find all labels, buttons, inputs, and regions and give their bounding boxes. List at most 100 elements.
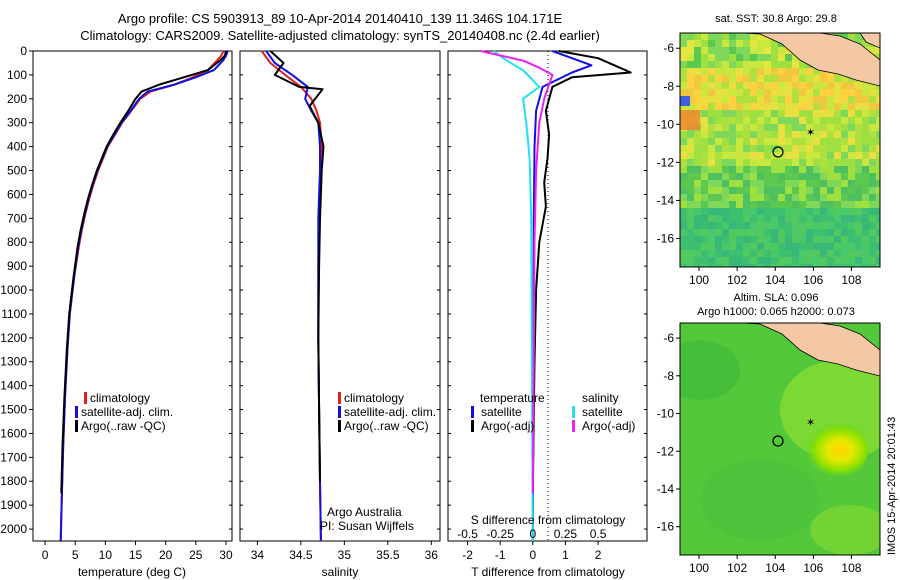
sst-heatmap-cell: [792, 152, 799, 159]
s-series-line-0: [260, 50, 323, 542]
sst-heatmap-cell: [848, 138, 855, 145]
sst-heatmap-cell: [736, 166, 743, 173]
sst-heatmap-cell: [715, 152, 722, 159]
sst-heatmap-cell: [869, 82, 876, 89]
t-xtick-label: 0: [42, 548, 49, 562]
sst-heatmap-cell: [729, 152, 736, 159]
t-xtick-label: 5: [72, 548, 79, 562]
sst-heatmap-cell: [841, 222, 848, 229]
sst-heatmap-cell: [722, 96, 729, 103]
sst-heatmap-cell: [743, 40, 750, 47]
sst-heatmap-cell: [820, 110, 827, 117]
sst-heatmap-cell: [743, 82, 750, 89]
sst-heatmap-cell: [694, 194, 701, 201]
sst-heatmap-cell: [701, 124, 708, 131]
sst-heatmap-cell: [834, 257, 841, 264]
sst-heatmap-cell: [736, 68, 743, 75]
sst-heatmap-cell: [813, 166, 820, 173]
sst-heatmap-cell: [834, 166, 841, 173]
sst-heatmap-cell: [792, 222, 799, 229]
t-series-line-2: [60, 50, 227, 494]
sst-heatmap-cell: [750, 145, 757, 152]
sst-heatmap-cell: [778, 250, 785, 257]
sst-heatmap-cell: [736, 236, 743, 243]
sst-heatmap-cell: [841, 103, 848, 110]
sst-heatmap-cell: [680, 187, 687, 194]
sst-heatmap-cell: [729, 187, 736, 194]
d-xtick-label: -2: [462, 548, 473, 562]
sst-heatmap-cell: [722, 68, 729, 75]
depth-tick-label: 0: [20, 44, 27, 58]
sst-heatmap-cell: [750, 61, 757, 68]
difference-xlabel: T difference from climatology: [471, 565, 625, 579]
sst-heatmap-cell: [715, 47, 722, 54]
sst-heatmap-cell: [701, 229, 708, 236]
sst-heatmap-cell: [792, 96, 799, 103]
sst-heatmap-cell: [771, 89, 778, 96]
sst-heatmap-cell: [764, 166, 771, 173]
sst-heatmap-cell: [715, 124, 722, 131]
sst-heatmap-cell: [806, 243, 813, 250]
sst-heatmap-cell: [834, 180, 841, 187]
sst-heatmap-cell: [876, 201, 880, 208]
sst-heatmap-cell: [862, 131, 869, 138]
sst-heatmap-cell: [757, 187, 764, 194]
sst-heatmap-cell: [736, 61, 743, 68]
sst-heatmap-cell: [869, 145, 876, 152]
sst-heatmap-cell: [848, 173, 855, 180]
sst-heatmap-cell: [862, 145, 869, 152]
sst-heatmap-cell: [806, 68, 813, 75]
depth-tick-label: 2000: [0, 522, 27, 536]
sst-heatmap-cell: [855, 110, 862, 117]
sst-heatmap-cell: [778, 75, 785, 82]
t-xtick-label: 30: [219, 548, 233, 562]
sst-heatmap-cell: [848, 159, 855, 166]
sst-heatmap-cell: [827, 215, 834, 222]
sst-heatmap-cell: [750, 138, 757, 145]
sst-heatmap-cell: [743, 138, 750, 145]
sst-heatmap-cell: [806, 208, 813, 215]
sst-heatmap-cell: [820, 236, 827, 243]
sst-heatmap-cell: [764, 75, 771, 82]
sst-heatmap-cell: [715, 187, 722, 194]
sst-heatmap-cell: [785, 96, 792, 103]
sst-heatmap-cell: [792, 82, 799, 89]
sst-heatmap-cell: [750, 75, 757, 82]
sst-heatmap-cell: [722, 89, 729, 96]
sst-heatmap-cell: [869, 236, 876, 243]
sst-heatmap-cell: [855, 159, 862, 166]
sst-heatmap-cell: [757, 131, 764, 138]
sst-heatmap-cell: [729, 103, 736, 110]
sst-heatmap-cell: [785, 124, 792, 131]
sst-heatmap-cell: [757, 152, 764, 159]
sst-heatmap-cell: [736, 201, 743, 208]
sst-heatmap-cell: [680, 250, 687, 257]
sst-heatmap-cell: [834, 131, 841, 138]
depth-tick-label: 600: [7, 187, 27, 201]
sst-heatmap-cell: [785, 222, 792, 229]
sst-heatmap-cell: [771, 187, 778, 194]
sst-heatmap-cell: [708, 215, 715, 222]
sst-heatmap-cell: [862, 40, 869, 47]
temperature-legend-satellite: satellite-adj. clim.: [81, 405, 173, 419]
sst-heatmap-cell: [869, 257, 876, 264]
sst-heatmap-cell: [764, 173, 771, 180]
sst-heatmap-cell: [806, 145, 813, 152]
sst-map-panel: sat. SST: 30.8 Argo: 29.8 100 102 104 106 10…: [657, 13, 881, 287]
sst-heatmap-cell: [687, 75, 694, 82]
sst-heatmap-cell: [701, 187, 708, 194]
sst-heatmap-cell: [694, 68, 701, 75]
sst-heatmap-cell: [701, 68, 708, 75]
sst-heatmap-cell: [862, 236, 869, 243]
sst-heatmap-cell: [764, 229, 771, 236]
sst-heatmap-cell: [680, 236, 687, 243]
sst-heatmap-cell: [820, 222, 827, 229]
sst-heatmap-cell: [743, 152, 750, 159]
sst-heatmap-cell: [743, 187, 750, 194]
sst-heatmap-cell: [799, 96, 806, 103]
sst-heatmap-cell: [792, 124, 799, 131]
sst-heatmap-cell: [708, 61, 715, 68]
sst-heatmap-cell: [848, 145, 855, 152]
sst-heatmap-cell: [680, 180, 687, 187]
depth-tick-label: 1300: [0, 355, 27, 369]
